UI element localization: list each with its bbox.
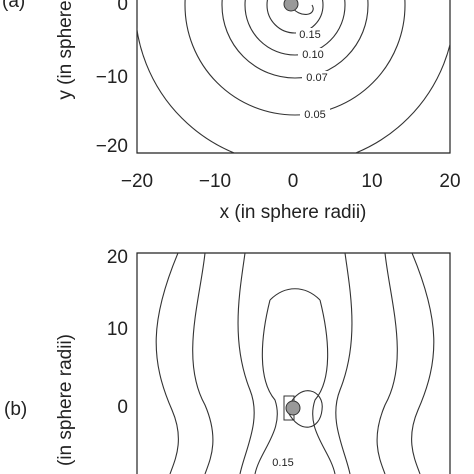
y-tick-label: −20 xyxy=(96,136,128,157)
panel-a: (a) y (in sphere 0.15 0.10 0.07 0.05 0 −… xyxy=(2,0,461,223)
panel-label: (a) xyxy=(2,0,25,12)
y-tick-label: 0 xyxy=(117,397,128,418)
panel-label: (b) xyxy=(4,399,27,420)
y-tick-label: −10 xyxy=(96,67,128,88)
contour-label: 0.15 xyxy=(299,29,320,41)
y-axis-label: (in sphere radii) xyxy=(55,334,76,466)
panel-b: (b) (in sphere radii) 0.15 20 10 0 xyxy=(4,247,451,474)
y-tick-label: 0 xyxy=(117,0,128,15)
contours xyxy=(137,0,450,153)
contour-label: 0.10 xyxy=(302,49,323,61)
y-tick-label: 20 xyxy=(107,247,128,268)
plot-frame xyxy=(136,0,451,154)
contour-label: 0.05 xyxy=(304,109,325,121)
x-tick-label: 10 xyxy=(361,171,382,192)
contour-label: 0.15 xyxy=(272,457,293,469)
x-tick-label: 20 xyxy=(439,171,460,192)
x-axis-label: x (in sphere radii) xyxy=(220,202,367,223)
contours xyxy=(155,253,435,474)
y-axis-label: y (in sphere xyxy=(55,0,76,99)
x-tick-label: −10 xyxy=(199,171,231,192)
contour-label: 0.07 xyxy=(306,72,327,84)
x-tick-label: −20 xyxy=(121,171,153,192)
plot-frame xyxy=(136,252,451,474)
x-tick-label: 0 xyxy=(288,171,299,192)
y-tick-label: 10 xyxy=(107,319,128,340)
